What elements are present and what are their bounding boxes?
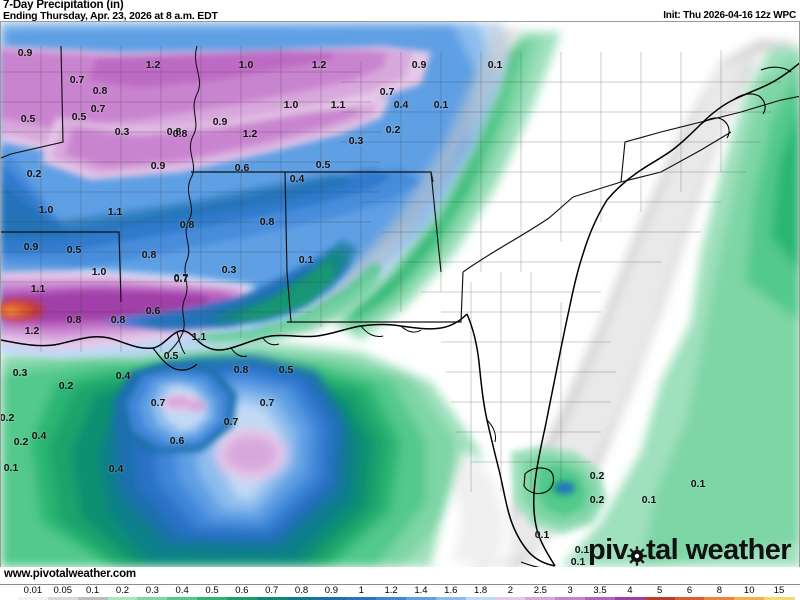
colorbar-segment xyxy=(197,597,228,600)
colorbar-segment xyxy=(435,597,467,600)
logo-text-left: piv xyxy=(587,534,629,566)
map-header: 7-Day Precipitation (in) Ending Thursday… xyxy=(0,0,800,22)
map-footer: www.pivotalweather.com 0.01 0.05 0.1 0.2 0.3… xyxy=(0,567,800,600)
colorbar-segment xyxy=(585,597,616,600)
colorbar-segment xyxy=(256,597,288,600)
colorbar-tick: 5 xyxy=(657,585,663,596)
precipitation-map[interactable]: 0.9 0.7 0.8 1.2 1.0 1.2 0.9 0.1 0.7 0.5 0.5 0.9 1.0 1… xyxy=(0,22,800,567)
colorbar-segment xyxy=(555,597,586,600)
colorbar-segment xyxy=(376,597,407,600)
colorbar-segment xyxy=(644,597,676,600)
colorbar-tick: 0.8 xyxy=(294,585,309,596)
colorbar-segment xyxy=(316,597,347,600)
colorbar-tick: 1.2 xyxy=(384,585,398,596)
colorbar-tick: 1.8 xyxy=(474,585,488,596)
colorbar-tick: 3.5 xyxy=(593,585,607,596)
colorbar-segment xyxy=(495,597,526,600)
colorbar-tick: 0.6 xyxy=(235,585,249,596)
colorbar-tick: 0.7 xyxy=(265,585,279,596)
colorbar-segment xyxy=(18,597,49,600)
gear-icon xyxy=(627,543,647,566)
colorbar-segment xyxy=(226,597,258,600)
colorbar-segment xyxy=(47,597,79,600)
colorbar-gradient[interactable] xyxy=(0,597,800,600)
init-time-label: Init: Thu 2026-04-16 12z WPC xyxy=(663,10,796,21)
colorbar-tick: 8 xyxy=(716,585,723,596)
colorbar-tick: 0.4 xyxy=(175,585,189,596)
colorbar-segment xyxy=(107,597,138,600)
colorbar-tick: 2 xyxy=(507,585,514,596)
colorbar-tick: 6 xyxy=(686,585,693,596)
colorbar-tick: 0.5 xyxy=(205,585,219,596)
colorbar-segment xyxy=(674,597,706,600)
colorbar-tick: 10 xyxy=(743,585,755,596)
colorbar-segment xyxy=(346,597,377,600)
colorbar-segment xyxy=(167,597,198,600)
colorbar-tick-labels: 0.01 0.05 0.1 0.2 0.3 0.4 0.5 0.6 0.7 0.8 0.9 1 1.2 1… xyxy=(0,585,800,597)
colorbar-segment xyxy=(764,597,795,600)
colorbar-tick: 15 xyxy=(773,585,785,596)
colorbar-tick: 0.1 xyxy=(86,585,100,596)
colorbar-tick: 1.6 xyxy=(444,585,458,596)
colorbar-divider xyxy=(0,584,800,585)
colorbar-tick: 0.2 xyxy=(115,585,130,596)
logo-text-right: tal weather xyxy=(646,534,792,566)
colorbar-segment xyxy=(286,597,318,600)
valid-time-label: Ending Thursday, Apr. 23, 2026 at 8 a.m.… xyxy=(3,10,218,22)
colorbar-tick: 3 xyxy=(567,585,573,596)
colorbar-tick: 4 xyxy=(627,585,633,596)
page-title: 7-Day Precipitation (in) xyxy=(3,0,124,11)
colorbar-segment xyxy=(525,597,556,600)
colorbar-segment xyxy=(704,597,735,600)
colorbar-tick: 0.01 xyxy=(23,585,43,596)
colorbar-tick: 0.9 xyxy=(324,585,338,596)
colorbar-tick: 1 xyxy=(358,585,364,596)
colorbar-tick: 1.4 xyxy=(414,585,428,596)
site-url-label: www.pivotalweather.com xyxy=(4,568,136,580)
colorbar-tick: 0.3 xyxy=(145,585,159,596)
colorbar-segment xyxy=(406,597,437,600)
pivotal-weather-logo: piv xyxy=(587,534,792,566)
colorbar-segment xyxy=(614,597,646,600)
colorbar-segment xyxy=(77,597,109,600)
colorbar-segment xyxy=(465,597,497,600)
colorbar-tick: 2.5 xyxy=(533,585,547,596)
precip-field-svg xyxy=(1,22,799,567)
colorbar-tick: 0.05 xyxy=(53,585,73,596)
colorbar-segment xyxy=(137,597,168,600)
colorbar-segment xyxy=(734,597,765,600)
